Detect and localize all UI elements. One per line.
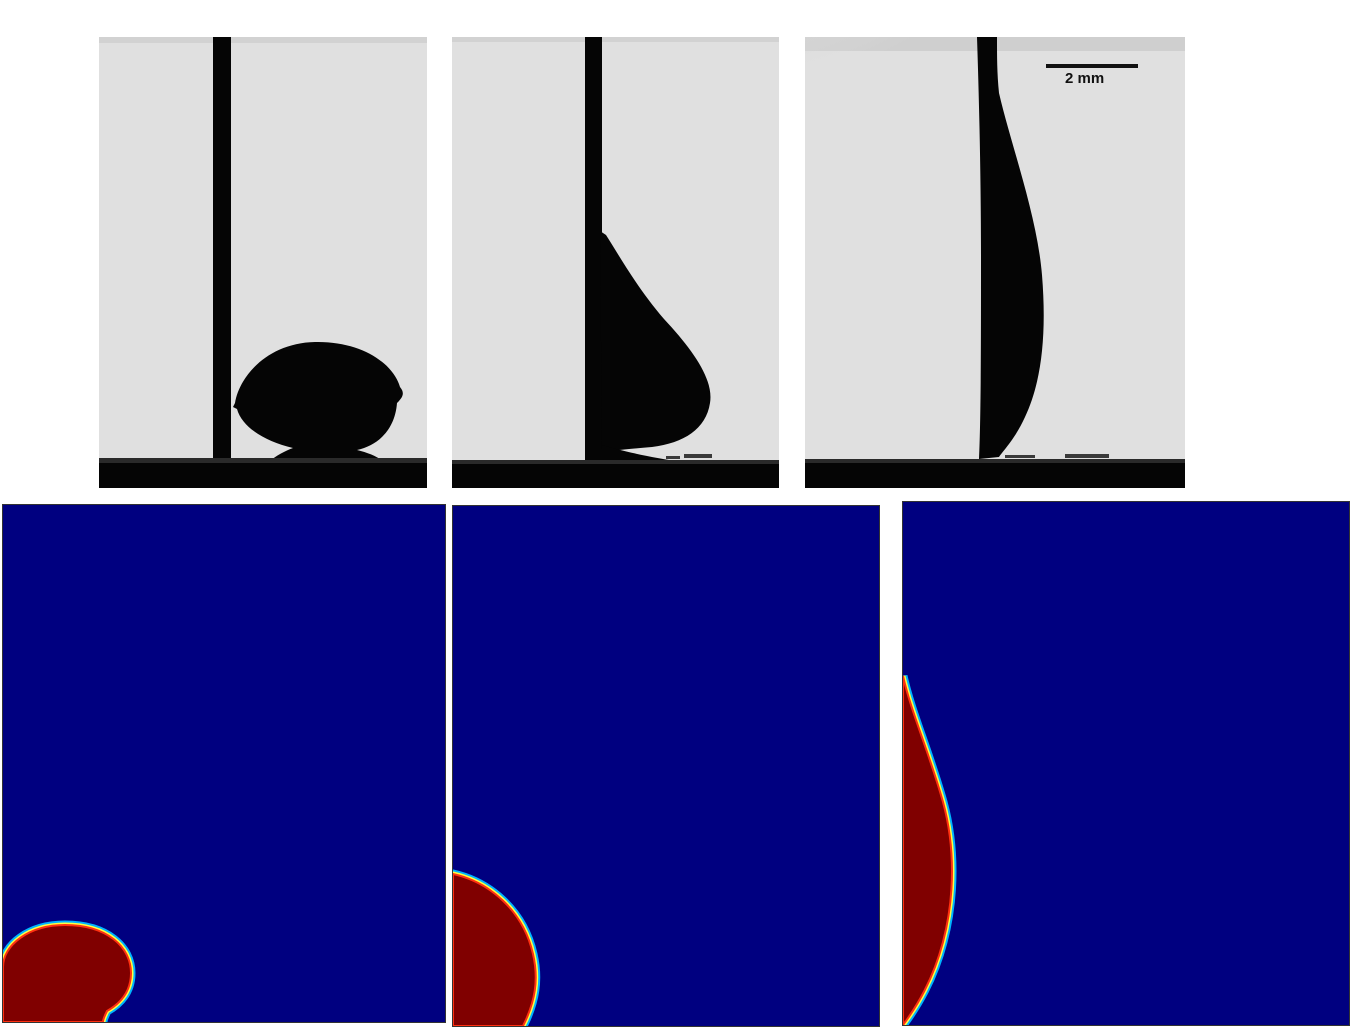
simulation-panel-1 (2, 504, 446, 1023)
sim-background (903, 502, 1349, 1025)
experiment-panel-1 (99, 37, 427, 488)
droplet-silhouette (977, 37, 1044, 459)
scale-bar-label: 2 mm (1065, 70, 1105, 87)
experiment-image-3 (805, 37, 1185, 488)
corner-vignette (805, 37, 955, 92)
simulation-image-3 (903, 502, 1349, 1025)
residue-speck (666, 456, 680, 459)
experiment-image-1 (99, 37, 427, 488)
substrate (452, 463, 779, 488)
fiber (213, 37, 231, 464)
substrate (805, 462, 1185, 488)
scale-bar (1046, 64, 1138, 68)
photo-top-shade (452, 37, 779, 42)
droplet-silhouette (600, 231, 711, 451)
simulation-image-2 (453, 506, 879, 1026)
sim-droplet (453, 872, 537, 1026)
simulation-panel-3 (902, 501, 1350, 1026)
residue-speck (684, 454, 712, 458)
substrate-edge (452, 460, 779, 464)
substrate (99, 461, 427, 488)
droplet-foot (602, 445, 688, 463)
simulation-panel-2 (452, 505, 880, 1027)
sim-droplet (3, 923, 133, 1022)
photo-top-shade (99, 37, 427, 43)
experiment-image-2 (452, 37, 779, 488)
residue-speck (1065, 454, 1109, 458)
fiber (585, 37, 602, 464)
substrate-edge (99, 458, 427, 463)
droplet-silhouette (233, 341, 403, 463)
sim-droplet (903, 675, 953, 1025)
experiment-panel-2 (452, 37, 779, 488)
substrate-edge (805, 459, 1185, 463)
experiment-panel-3: 2 mm (805, 37, 1185, 488)
residue-speck (1005, 455, 1035, 458)
simulation-image-1 (3, 505, 445, 1022)
